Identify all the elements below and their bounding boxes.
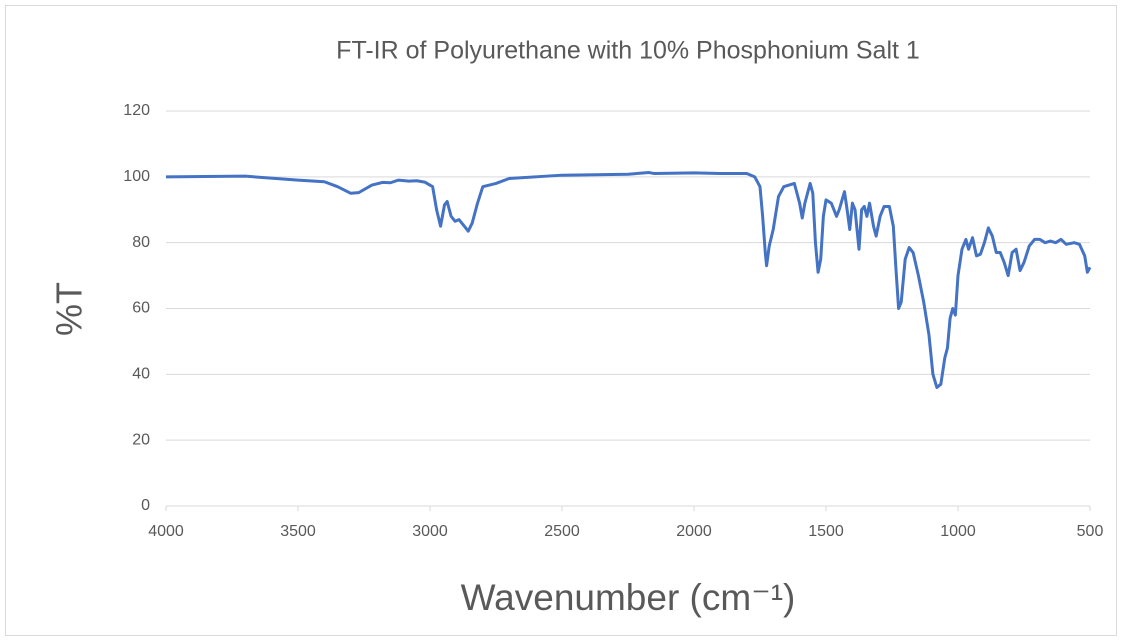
chart-title: FT-IR of Polyurethane with 10% Phosphoni… <box>336 37 920 65</box>
x-tick-label: 2500 <box>544 523 580 540</box>
y-axis-label: %T <box>49 282 90 336</box>
y-tick-label: 20 <box>132 431 150 448</box>
y-tick-label: 0 <box>141 497 150 514</box>
data-line <box>165 171 1092 389</box>
x-tick-label: 3500 <box>280 523 316 540</box>
x-tick-label: 500 <box>1077 523 1104 540</box>
x-tick-label: 3000 <box>412 523 448 540</box>
x-tick-label: 1000 <box>940 523 976 540</box>
y-tick-label: 60 <box>132 300 150 317</box>
x-tick-label: 4000 <box>148 523 184 540</box>
y-tick-label: 120 <box>123 102 150 119</box>
x-tick-label: 1500 <box>808 523 844 540</box>
x-tick-label: 2000 <box>676 523 712 540</box>
y-tick-label: 100 <box>123 168 150 185</box>
x-axis-label: Wavenumber (cm⁻¹) <box>461 577 796 618</box>
y-tick-label: 80 <box>132 234 150 251</box>
y-tick-label: 40 <box>132 366 150 383</box>
